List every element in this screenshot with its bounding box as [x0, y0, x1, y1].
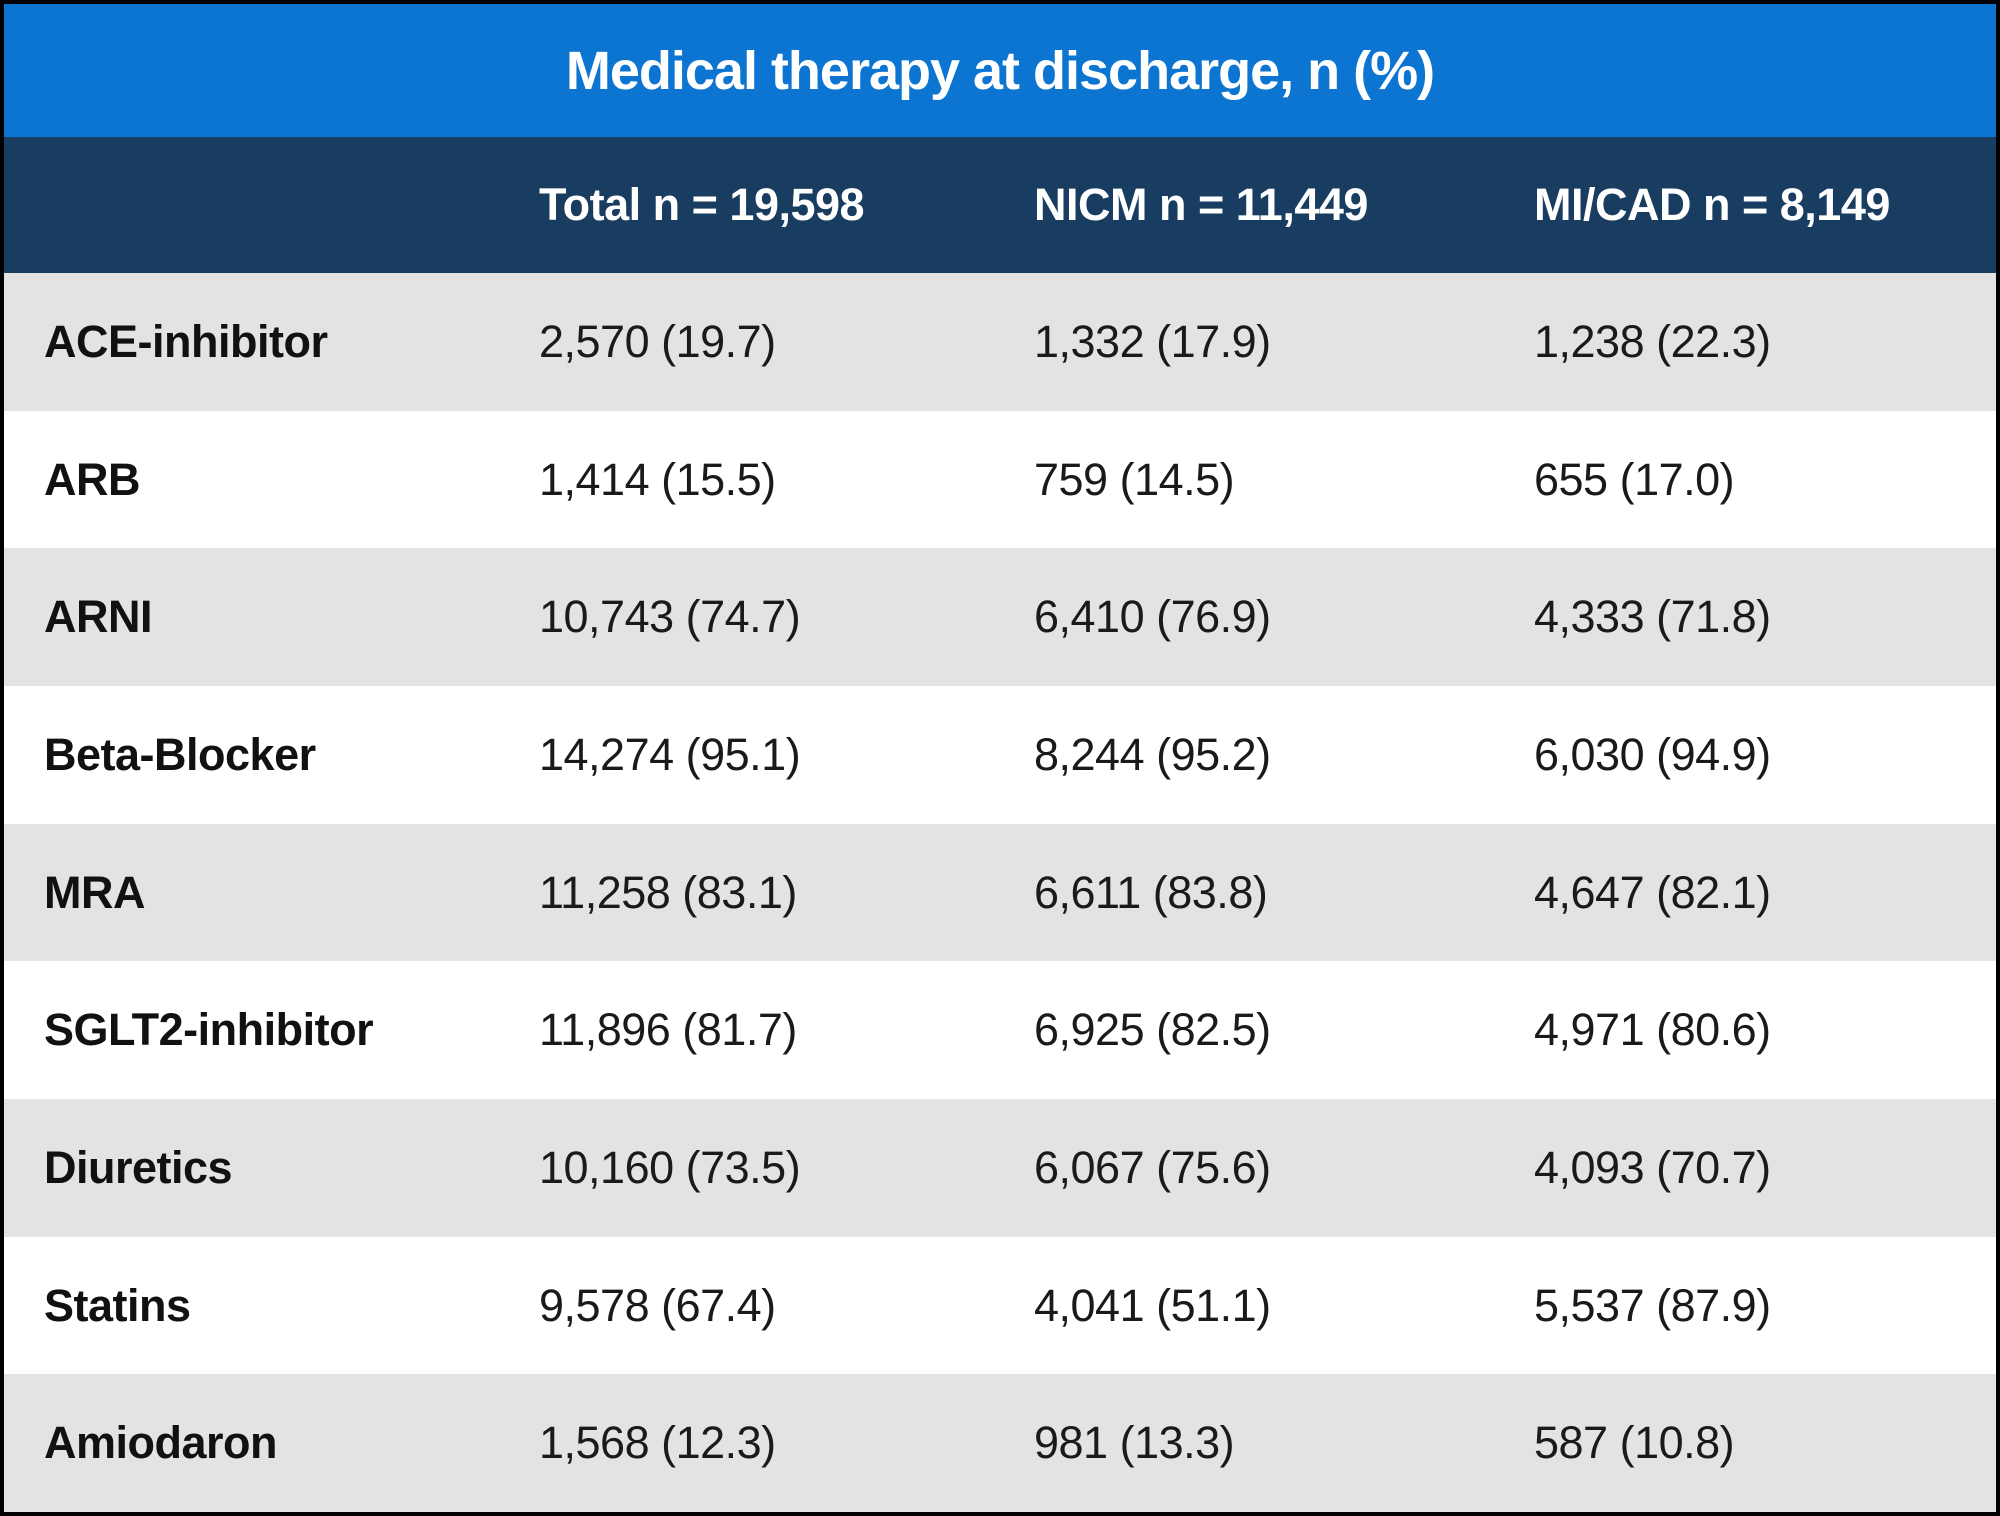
header-cell-micad: MI/CAD n = 8,149 [1534, 179, 1890, 230]
row-label: SGLT2-inhibitor [44, 1004, 374, 1056]
row-value-cell: 9,578 (67.4) [539, 1279, 776, 1331]
row-value-cell: 759 (14.5) [1034, 453, 1235, 505]
row-value-cell: 4,971 (80.6) [1534, 1004, 1771, 1056]
row-value-cell: 11,258 (83.1) [539, 866, 797, 918]
row-label: ARNI [44, 591, 153, 643]
table-row: MRA 11,258 (83.1) 6,611 (83.8) 4,647 (82.1) [4, 823, 1996, 962]
row-value-cell: 1,332 (17.9) [1034, 315, 1271, 367]
row-value-cell: 10,743 (74.7) [539, 591, 801, 643]
row-value-cell: 6,410 (76.9) [1034, 591, 1271, 643]
row-value-cell: 4,093 (70.7) [1534, 1141, 1771, 1193]
row-value-cell: 1,568 (12.3) [539, 1417, 776, 1469]
row-value-cell: 981 (13.3) [1034, 1417, 1235, 1469]
row-value-cell: 655 (17.0) [1534, 453, 1735, 505]
row-value-cell: 4,333 (71.8) [1534, 591, 1771, 643]
table-row: ARB 1,414 (15.5) 759 (14.5) 655 (17.0) [4, 411, 1996, 549]
table-title-bar: Medical therapy at discharge, n (%) [4, 4, 1996, 137]
row-value-cell: 4,041 (51.1) [1034, 1279, 1271, 1331]
row-value-cell: 5,537 (87.9) [1534, 1279, 1771, 1331]
table-row: ARNI 10,743 (74.7) 6,410 (76.9) 4,333 (71.8… [4, 548, 1996, 687]
row-value-cell: 587 (10.8) [1534, 1417, 1735, 1469]
row-value-cell: 6,067 (75.6) [1034, 1141, 1271, 1193]
table-row: Beta-Blocker 14,274 (95.1) 8,244 (95.2) 6,0… [4, 686, 1996, 824]
row-value-cell: 1,238 (22.3) [1534, 315, 1771, 367]
row-label: ARB [44, 453, 141, 505]
row-value-cell: 6,611 (83.8) [1034, 866, 1268, 918]
table-row: SGLT2-inhibitor 11,896 (81.7) 6,925 (82.5)… [4, 961, 1996, 1099]
row-label: Statins [44, 1279, 191, 1331]
table-row: Amiodaron 1,568 (12.3) 981 (13.3) 587 (10.8… [4, 1374, 1996, 1513]
row-value-cell: 4,647 (82.1) [1534, 866, 1771, 918]
row-value-cell: 11,896 (81.7) [539, 1004, 797, 1056]
row-value-cell: 14,274 (95.1) [539, 728, 801, 780]
row-value-cell: 6,030 (94.9) [1534, 728, 1771, 780]
header-cell-total: Total n = 19,598 [539, 179, 865, 230]
table-title: Medical therapy at discharge, n (%) [565, 40, 1435, 101]
table-row: Diuretics 10,160 (73.5) 6,067 (75.6) 4,093 … [4, 1099, 1996, 1237]
row-label: ACE-inhibitor [44, 315, 328, 367]
row-label: Diuretics [44, 1141, 233, 1193]
row-value-cell: 6,925 (82.5) [1034, 1004, 1271, 1056]
table-row: Statins 9,578 (67.4) 4,041 (51.1) 5,537 (87… [4, 1237, 1996, 1375]
row-label: Amiodaron [44, 1417, 278, 1469]
row-label: Beta-Blocker [44, 728, 316, 780]
row-value-cell: 2,570 (19.7) [539, 315, 776, 367]
table-row: ACE-inhibitor 2,570 (19.7) 1,332 (17.9) 1,2… [4, 273, 1996, 411]
header-cell-nicm: NICM n = 11,449 [1034, 179, 1368, 230]
table-header-row: Total n = 19,598 NICM n = 11,449 MI/CAD … [4, 137, 1996, 273]
row-value-cell: 10,160 (73.5) [539, 1141, 801, 1193]
table-body: ACE-inhibitor 2,570 (19.7) 1,332 (17.9) 1,2… [4, 273, 1996, 1513]
row-value-cell: 8,244 (95.2) [1034, 728, 1271, 780]
row-label: MRA [44, 866, 145, 918]
row-value-cell: 1,414 (15.5) [539, 453, 776, 505]
